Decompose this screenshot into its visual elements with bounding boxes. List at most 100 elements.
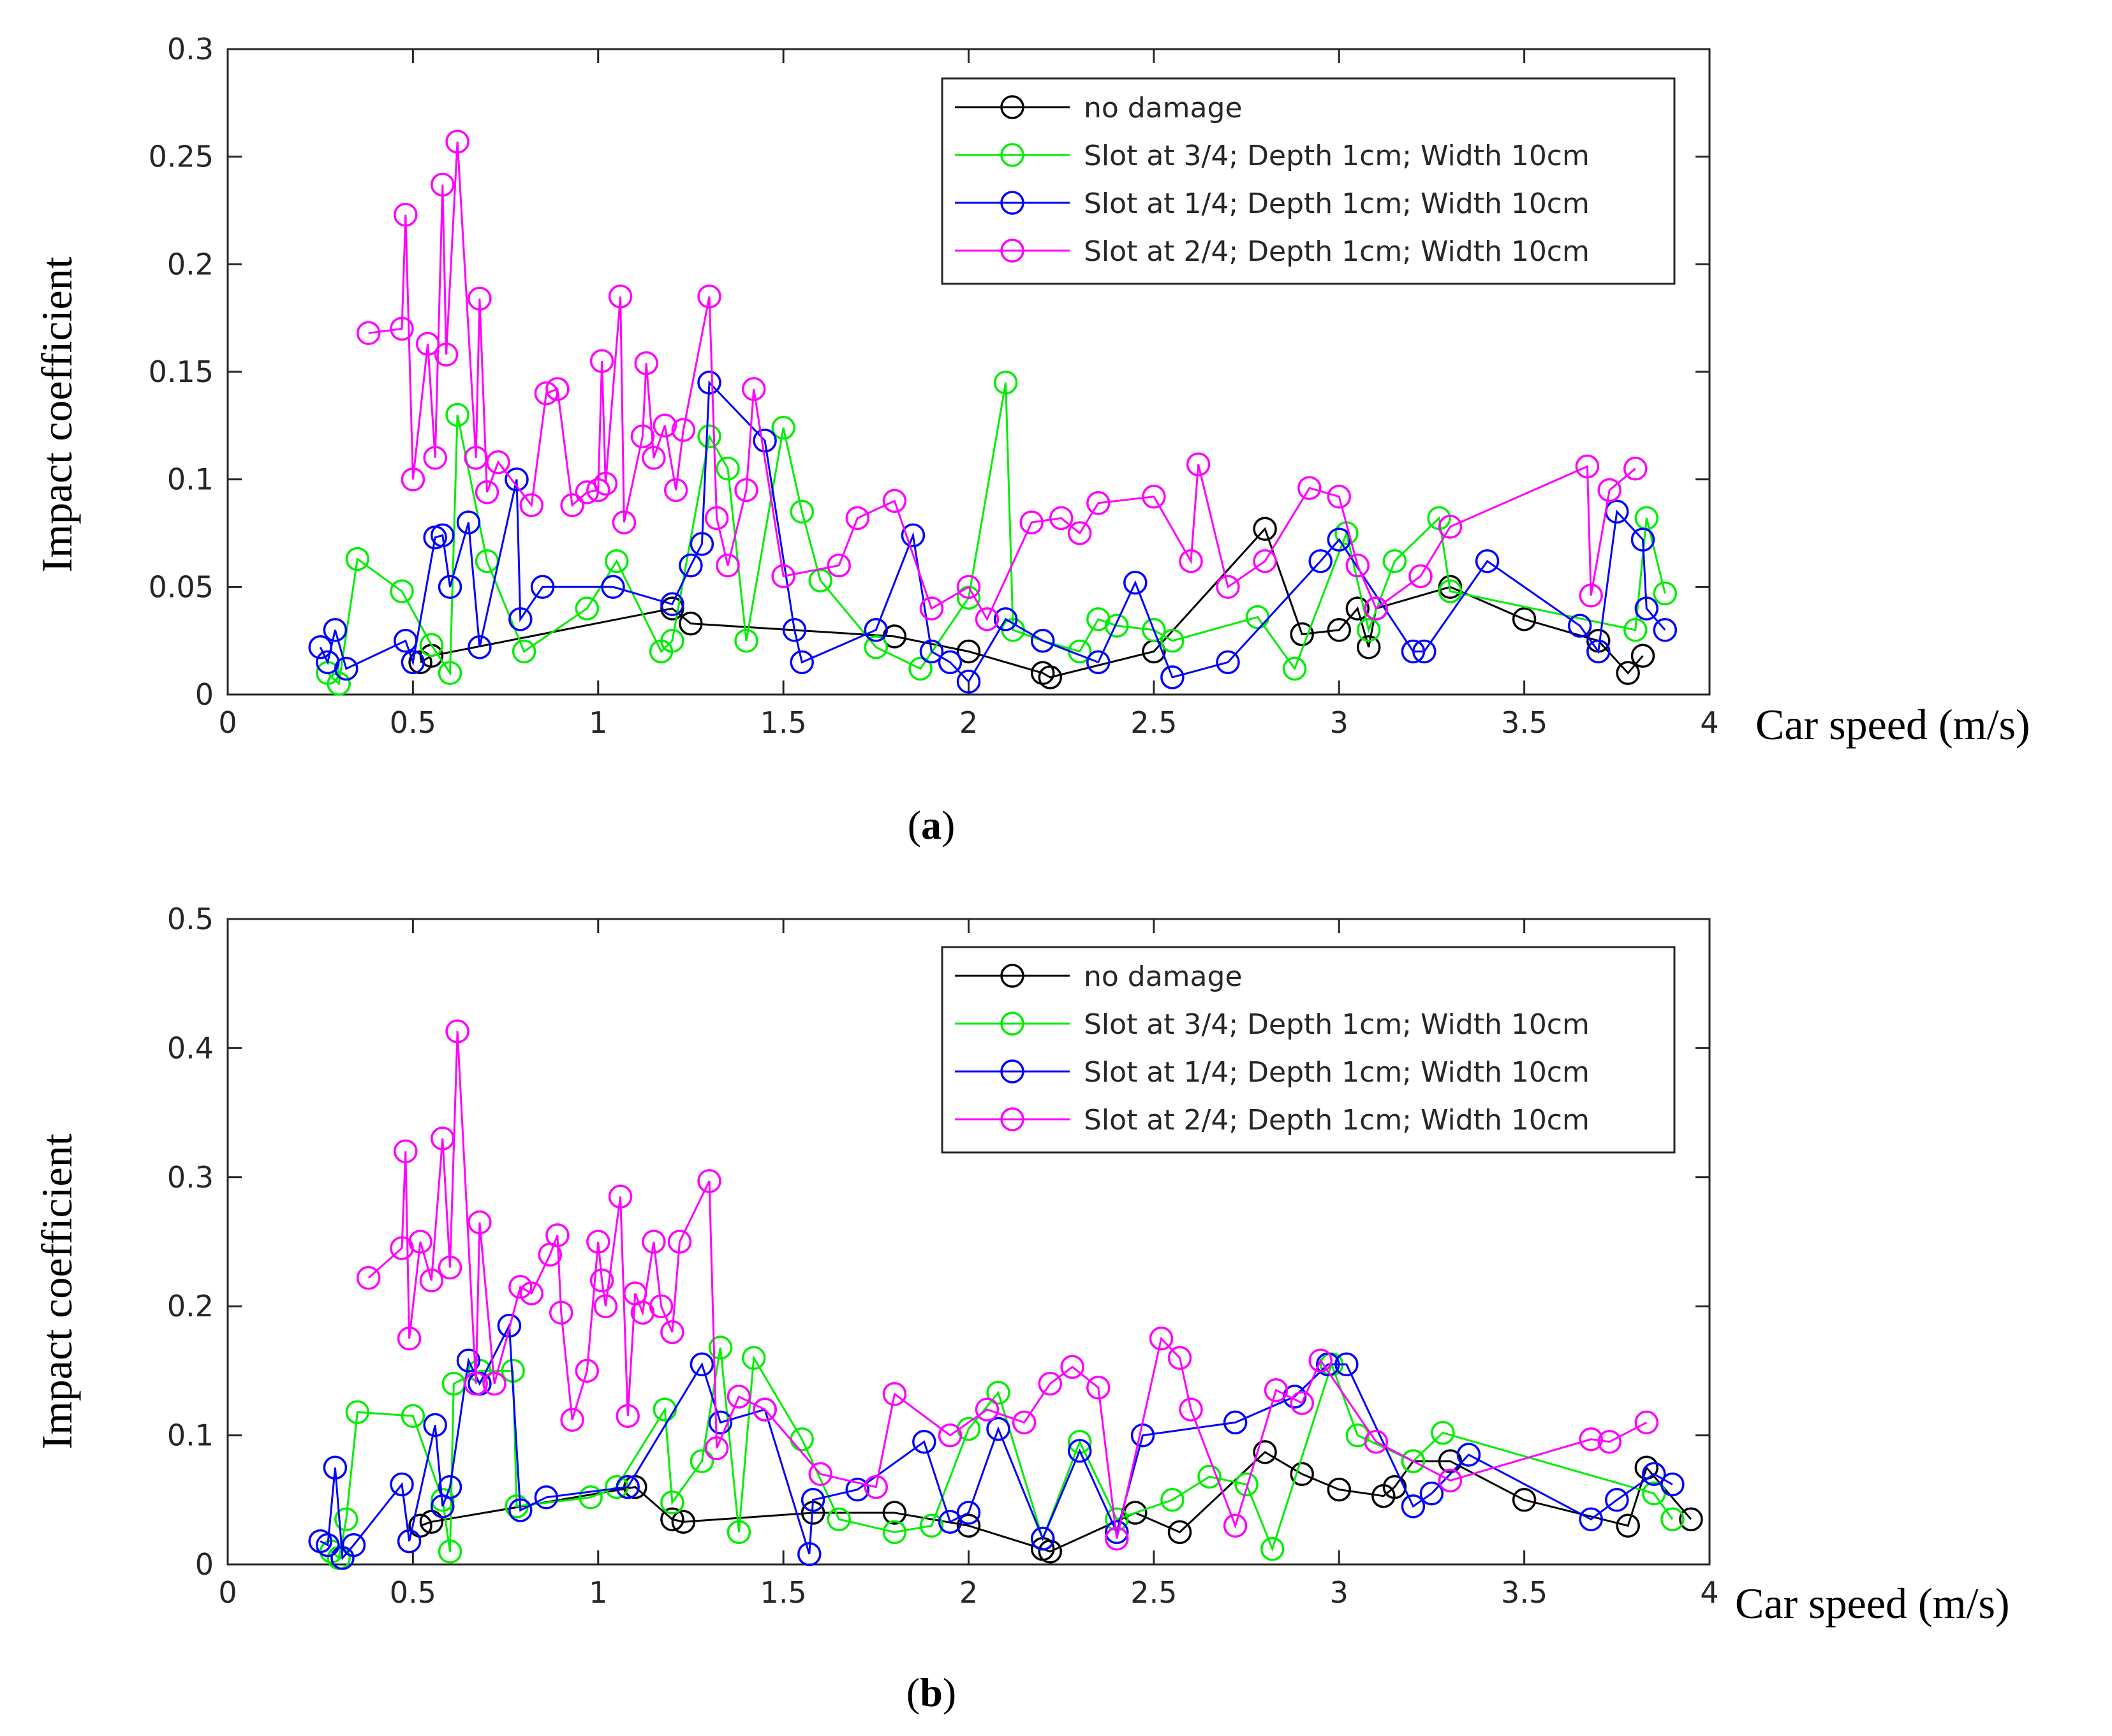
panel-b-series-3-point: [1012, 1410, 1037, 1435]
panel-b-series-1-point: [401, 1404, 425, 1428]
panel-b-series-3-point: [586, 1230, 610, 1254]
panel-a-series-3-point: [634, 351, 658, 376]
panel-a-series-3-point: [434, 342, 459, 367]
panel-b-series-2-point: [1419, 1481, 1444, 1506]
panel-a-series-2-point: [601, 575, 625, 600]
panel-a-series-2-point: [1634, 596, 1659, 621]
panel-b-series-1-point: [431, 1488, 455, 1512]
panel-a-series-2-point: [323, 618, 348, 642]
panel-a-legend-box: [941, 77, 1676, 285]
panel-a-series-3: [356, 129, 1648, 631]
panel-a-series-3-point: [1067, 521, 1092, 545]
panel-b-series-0-point: [1327, 1477, 1352, 1502]
panel-a-series-2-point: [679, 553, 703, 578]
panel-a-series-2-point: [956, 670, 981, 694]
panel-a-x-tick-label: 0.5: [390, 705, 436, 740]
panel-a-series-2-point: [1123, 570, 1148, 595]
panel-a-series-1-point: [864, 635, 889, 659]
panel-a-series-1-point: [512, 639, 536, 664]
panel-a-series-2-point: [1475, 549, 1500, 573]
panel-a-series-2-point: [431, 523, 455, 548]
panel-a-series-1-point: [1356, 618, 1381, 642]
panel-b-series-1-point: [882, 1520, 907, 1545]
panel-a-legend-label: no damage: [1084, 92, 1243, 124]
panel-a-series-3-point: [630, 424, 655, 448]
panel-a-series-3-point: [1438, 515, 1463, 539]
panel-a-series-3-point: [1049, 506, 1074, 531]
panel-a-y-axis-title: Impact coefficient: [33, 256, 81, 572]
panel-b-x-tick-label: 2.5: [1130, 1575, 1177, 1610]
panel-b-series-0-point: [1167, 1520, 1192, 1545]
panel-b-series-3-point: [1149, 1327, 1174, 1351]
panel-a-series-0-point: [1327, 618, 1352, 642]
panel-a-series-3-point: [593, 471, 618, 496]
panel-b-legend-entry: Slot at 2/4; Depth 1cm; Width 10cm: [955, 1104, 1590, 1136]
panel-b-x-tick-label: 4: [1700, 1575, 1718, 1610]
panel-a-series-3-point: [741, 377, 766, 401]
panel-a-y-tick-label: 0.05: [149, 570, 214, 604]
panel-a-series-3-point: [1253, 549, 1277, 573]
panel-a-series-3-point: [1579, 584, 1603, 608]
panel-b-series-3-point: [519, 1281, 543, 1306]
panel-a-series-3-point: [882, 489, 907, 513]
panel-b-series-2-point: [390, 1472, 414, 1497]
panel-b-series-0-point: [1290, 1462, 1314, 1487]
panel-b-x-axis-title: Car speed (m/s): [1735, 1579, 2010, 1628]
panel-a-series-3-point: [1216, 575, 1240, 600]
panel-b-series-1-point: [334, 1507, 358, 1531]
panel-b-series-0-point: [1679, 1507, 1703, 1531]
panel-a-series-3-point: [975, 607, 1000, 631]
panel-a-series-2-point: [1401, 639, 1426, 664]
panel-a-x-tick-label: 2: [959, 705, 978, 740]
panel-b-series-3-point: [753, 1397, 777, 1422]
panel-b-series-1-point: [1431, 1420, 1455, 1445]
panel-b-series-3-point: [431, 1126, 455, 1151]
panel-b-series-1-point: [741, 1346, 766, 1370]
panel-b-series-3-point: [1264, 1378, 1289, 1402]
panel-a-series-3-point: [697, 284, 721, 309]
panel-b-y-tick-label: 0.1: [167, 1418, 214, 1453]
panel-b-series-3-point: [1167, 1346, 1192, 1370]
panel-a-series-2-point: [1412, 639, 1436, 664]
panel-b-series-1-point: [827, 1507, 851, 1531]
panel-a-series-3-point: [486, 450, 510, 474]
panel-a-series-0-point: [1356, 635, 1381, 659]
panel-b-series-3-point: [1308, 1348, 1333, 1372]
panel-b-series-2-point: [1401, 1494, 1426, 1519]
panel-b-series-2-point: [1105, 1520, 1129, 1545]
panel-a-x-tick-label: 3.5: [1501, 705, 1547, 740]
panel-b-series-2-point: [845, 1477, 870, 1502]
panel-a-series-3-point: [468, 286, 492, 311]
panel-a-series-2-point: [1308, 549, 1333, 573]
panel-a-series-1-point: [734, 628, 758, 653]
panel-b-series-3-point: [1105, 1526, 1129, 1551]
panel-a-series-3-point: [1297, 476, 1322, 500]
panel-a-legend-label: Slot at 1/4; Depth 1cm; Width 10cm: [1084, 188, 1590, 220]
panel-b-series-3: [356, 1019, 1659, 1551]
panel-a-series-0-point: [1290, 622, 1314, 647]
panel-a-series-2-point: [468, 635, 492, 659]
panel-a-series-2-point: [690, 532, 714, 556]
panel-a-series-3-point: [612, 510, 637, 534]
panel-a-series-1-point: [419, 633, 444, 658]
panel-b-series-1-point: [579, 1485, 603, 1510]
panel-b-series-2-point: [1605, 1488, 1629, 1512]
panel-a-series-1-point: [697, 424, 721, 448]
panel-b-series-1-point: [1197, 1464, 1222, 1489]
panel-a-y-tick-label: 0.25: [149, 140, 214, 174]
panel-a-series-2-point: [1586, 639, 1611, 664]
panel-b-series-2-point: [423, 1413, 447, 1438]
panel-a-series-3-point: [704, 506, 729, 531]
panel-b-legend-marker: [1000, 1011, 1024, 1036]
panel-a-series-3-point: [956, 575, 981, 600]
panel-a: Impact coefficient Car speed (m/s) (a) 0…: [33, 32, 2030, 848]
panel-b-series-0-point: [1382, 1475, 1407, 1499]
panel-b-series-1-point: [660, 1490, 684, 1515]
panel-a-series-1-point: [1438, 579, 1463, 603]
panel-b-series-1-point: [727, 1520, 751, 1545]
panel-b-series-0-point: [419, 1510, 444, 1534]
panel-b-series-1-point: [438, 1540, 462, 1564]
panel-b-series-2-point: [986, 1416, 1010, 1441]
panel-a-series-0-point: [1345, 596, 1370, 621]
